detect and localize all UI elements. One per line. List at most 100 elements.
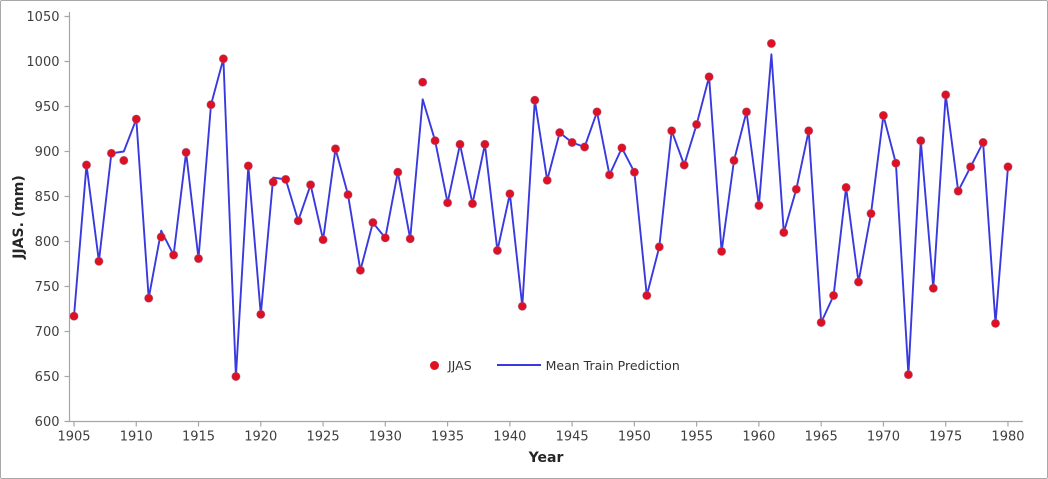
x-tick-label: 1980 xyxy=(991,430,1024,445)
data-point xyxy=(231,371,241,382)
data-point xyxy=(853,277,864,287)
data-point xyxy=(281,174,291,184)
data-point xyxy=(131,114,141,124)
data-point xyxy=(169,250,179,260)
data-point xyxy=(891,158,901,168)
data-point xyxy=(355,265,365,275)
x-tick-label: 1950 xyxy=(618,430,651,445)
data-point xyxy=(305,180,316,190)
data-point xyxy=(604,170,615,180)
data-point xyxy=(380,233,390,243)
data-point xyxy=(828,290,839,301)
data-point xyxy=(866,209,876,219)
data-point xyxy=(953,186,963,196)
data-point xyxy=(256,309,266,319)
data-point xyxy=(455,139,465,149)
y-tick-label: 1050 xyxy=(26,10,59,25)
y-tick-label: 900 xyxy=(35,145,60,160)
x-tick-label: 1970 xyxy=(867,430,900,445)
data-point xyxy=(965,162,976,172)
data-point xyxy=(941,90,951,100)
data-point xyxy=(144,293,154,303)
data-point xyxy=(629,167,640,177)
x-tick-label: 1925 xyxy=(307,430,340,445)
y-axis-title: JJAS. (mm) xyxy=(11,175,27,259)
data-point xyxy=(69,311,79,321)
data-point xyxy=(330,144,341,154)
data-point xyxy=(156,232,166,242)
data-point xyxy=(766,38,777,49)
data-point xyxy=(592,107,602,117)
data-point xyxy=(405,234,415,244)
data-point xyxy=(654,242,664,252)
data-point xyxy=(430,136,440,146)
data-point xyxy=(903,370,914,380)
y-tick-label: 650 xyxy=(35,370,60,385)
data-point xyxy=(368,218,378,228)
data-point xyxy=(642,290,652,301)
data-point xyxy=(181,147,191,157)
data-point xyxy=(667,126,677,136)
x-tick-label: 1930 xyxy=(369,430,402,445)
data-point xyxy=(268,177,278,187)
x-tick-label: 1910 xyxy=(120,430,153,445)
data-point xyxy=(81,160,92,170)
data-point xyxy=(542,175,552,185)
x-tick-label: 1915 xyxy=(182,430,215,445)
x-tick-label: 1965 xyxy=(805,430,838,445)
data-point xyxy=(741,107,752,117)
data-point xyxy=(418,77,428,87)
legend-label-prediction: Mean Train Prediction xyxy=(545,357,680,373)
x-tick-label: 1960 xyxy=(742,430,775,445)
y-tick-label: 750 xyxy=(35,280,60,295)
data-point xyxy=(617,143,627,153)
data-point xyxy=(517,301,527,311)
data-point xyxy=(193,254,204,264)
x-tick-label: 1935 xyxy=(431,430,464,445)
data-point xyxy=(243,161,253,171)
y-tick-label: 850 xyxy=(35,190,60,205)
x-tick-label: 1955 xyxy=(680,430,713,445)
data-point xyxy=(343,190,353,200)
x-tick-label: 1905 xyxy=(57,430,90,445)
data-point xyxy=(816,317,826,328)
data-point xyxy=(579,142,590,152)
data-point xyxy=(318,235,328,245)
data-point xyxy=(841,182,851,193)
data-point xyxy=(990,318,1001,328)
data-point xyxy=(442,198,453,208)
data-point xyxy=(480,139,490,149)
data-point xyxy=(978,137,988,148)
data-point xyxy=(492,245,502,256)
prediction-line-icon xyxy=(496,364,541,366)
data-point xyxy=(206,100,216,110)
legend: JJAS Mean Train Prediction xyxy=(430,356,680,374)
data-point xyxy=(691,119,702,130)
data-point xyxy=(1003,162,1013,172)
y-tick-label: 700 xyxy=(35,325,60,340)
x-axis-title: Year xyxy=(528,450,564,466)
data-point xyxy=(119,155,129,166)
x-tick-label: 1975 xyxy=(929,430,962,445)
data-point xyxy=(467,199,478,209)
legend-label-jjas: JJAS xyxy=(448,357,472,373)
prediction-line xyxy=(73,53,1009,378)
data-point xyxy=(916,136,926,146)
data-point xyxy=(106,148,117,158)
data-point xyxy=(393,167,403,177)
data-point xyxy=(218,54,228,64)
data-point xyxy=(530,95,540,105)
data-point xyxy=(716,246,727,256)
data-point xyxy=(505,189,515,199)
data-point xyxy=(804,126,814,136)
x-tick-label: 1940 xyxy=(493,430,526,445)
data-point xyxy=(878,110,889,121)
data-point xyxy=(779,227,789,238)
x-tick-label: 1920 xyxy=(244,430,277,445)
data-point xyxy=(754,200,764,211)
y-tick-label: 800 xyxy=(35,235,60,250)
data-point xyxy=(791,184,801,194)
y-tick-label: 1000 xyxy=(26,55,59,70)
x-tick-label: 1945 xyxy=(556,430,589,445)
